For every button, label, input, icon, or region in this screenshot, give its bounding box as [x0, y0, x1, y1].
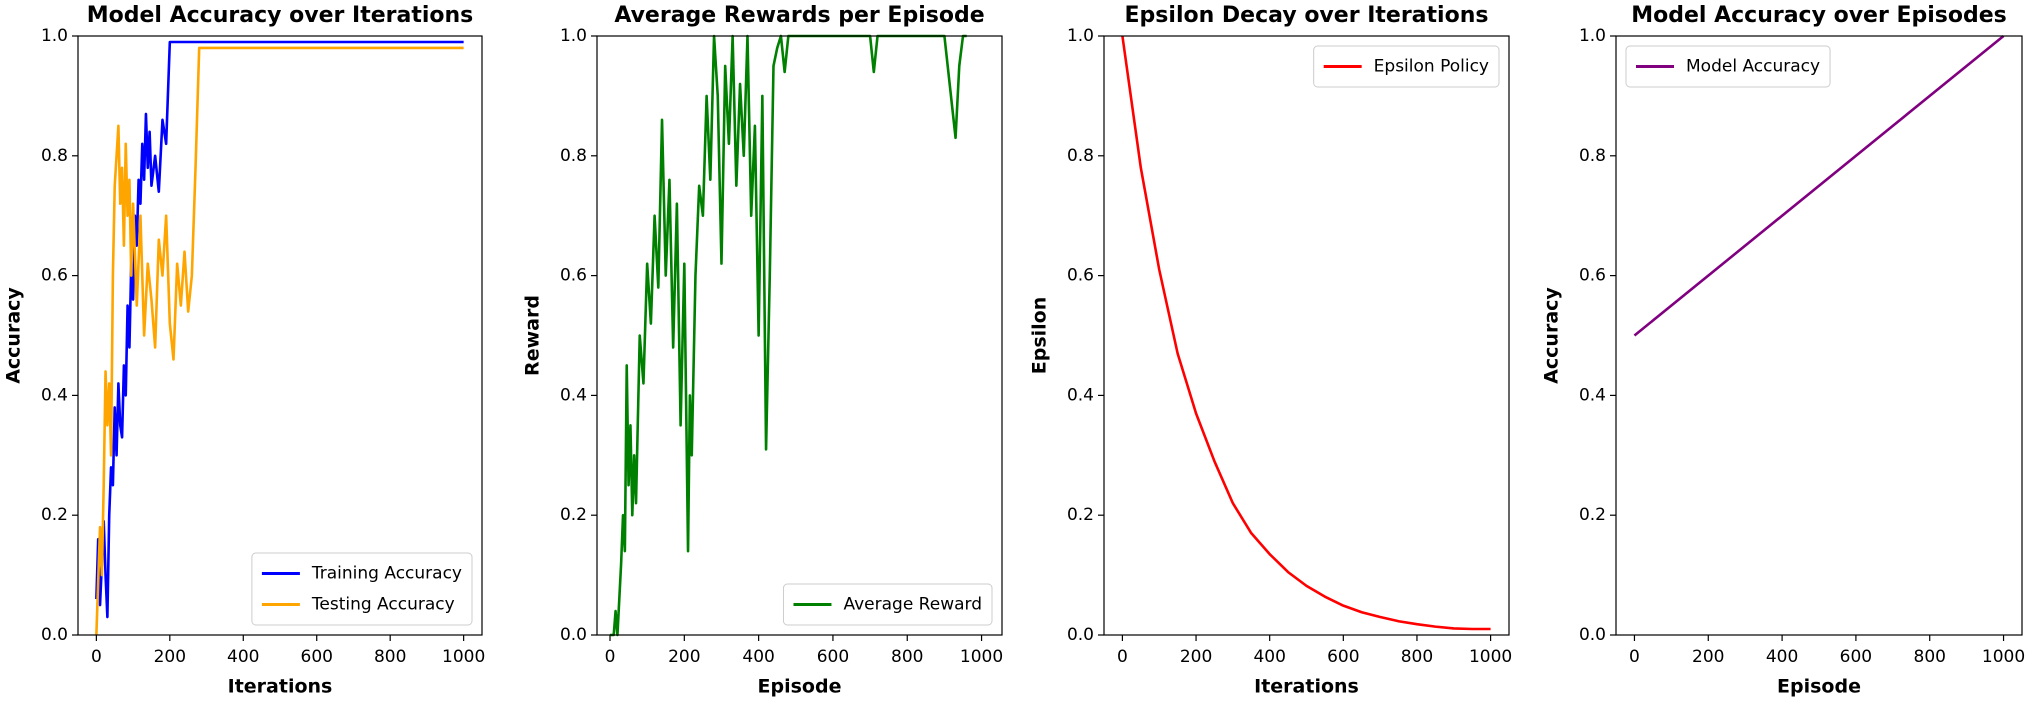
axes-frame — [1615, 35, 2023, 636]
y-tick-label: 0.4 — [560, 385, 587, 405]
legend-label: Average Reward — [843, 595, 982, 615]
y-tick-label: 0.6 — [1579, 266, 1606, 286]
y-tick-label: 0.4 — [1579, 385, 1606, 405]
legend-label: Model Accuracy — [1686, 57, 1820, 77]
x-tick-label: 800 — [1914, 647, 1946, 667]
legend-frame — [251, 552, 473, 626]
x-tick-label: 0 — [1117, 647, 1128, 667]
y-tick-label: 0.4 — [1067, 385, 1094, 405]
y-tick-label: 0.2 — [41, 505, 68, 525]
legend-label: Epsilon Policy — [1374, 57, 1489, 77]
chart-title: Average Rewards per Episode — [614, 3, 984, 28]
legend: Training Accuracy Testing Accuracy — [251, 552, 473, 626]
series-line — [1121, 35, 1491, 631]
y-tick-label: 1.0 — [1067, 26, 1094, 46]
x-tick-label: 600 — [301, 647, 333, 667]
y-tick-label: 0.6 — [1067, 266, 1094, 286]
y-tick-label: 0.6 — [41, 266, 68, 286]
x-axis-label: Episode — [1777, 676, 1861, 698]
y-axis-label: Accuracy — [3, 287, 25, 384]
chart-title: Model Accuracy over Iterations — [87, 3, 474, 28]
y-tick-label: 1.0 — [41, 26, 68, 46]
legend: Model Accuracy — [1625, 45, 1831, 88]
legend-label: Training Accuracy — [311, 564, 462, 584]
chart-title: Model Accuracy over Episodes — [1631, 3, 2007, 28]
axes-frame — [1103, 35, 1510, 636]
series-line — [95, 46, 464, 636]
x-tick-label: 0 — [1629, 647, 1640, 667]
x-tick-label: 600 — [817, 647, 849, 667]
x-tick-label: 0 — [605, 647, 616, 667]
y-tick-label: 0.0 — [560, 625, 587, 645]
legend-frame — [782, 583, 993, 626]
x-tick-label: 400 — [1253, 647, 1285, 667]
chart-title: Epsilon Decay over Iterations — [1125, 3, 1489, 28]
legend: Epsilon Policy — [1313, 45, 1500, 88]
y-tick-label: 0.0 — [41, 625, 68, 645]
axes-frame — [77, 35, 483, 636]
x-tick-label: 800 — [374, 647, 406, 667]
y-tick-label: 1.0 — [1579, 26, 1606, 46]
y-tick-label: 0.8 — [1067, 146, 1094, 166]
legend-frame — [1625, 45, 1831, 88]
x-tick-label: 200 — [668, 647, 700, 667]
series-line — [1633, 34, 2005, 337]
y-axis-label: Epsilon — [1029, 297, 1051, 375]
axes-frame — [596, 35, 1003, 636]
x-axis-label: Iterations — [1254, 676, 1359, 698]
x-tick-label: 400 — [742, 647, 774, 667]
x-tick-label: 200 — [1180, 647, 1212, 667]
y-tick-label: 0.2 — [560, 505, 587, 525]
y-tick-label: 0.8 — [41, 146, 68, 166]
x-tick-label: 1000 — [1469, 647, 1512, 667]
y-tick-label: 0.6 — [560, 266, 587, 286]
x-tick-label: 400 — [227, 647, 259, 667]
series-line — [610, 34, 967, 637]
y-tick-label: 0.2 — [1067, 505, 1094, 525]
x-tick-label: 600 — [1327, 647, 1359, 667]
x-tick-label: 200 — [154, 647, 186, 667]
x-tick-label: 1000 — [1982, 647, 2025, 667]
legend-frame — [1313, 45, 1500, 88]
y-tick-label: 0.0 — [1579, 625, 1606, 645]
y-tick-label: 0.0 — [1067, 625, 1094, 645]
x-tick-label: 400 — [1766, 647, 1798, 667]
x-axis-label: Episode — [758, 676, 842, 698]
y-tick-label: 0.8 — [560, 146, 587, 166]
x-tick-label: 1000 — [960, 647, 1003, 667]
y-axis-label: Accuracy — [1541, 287, 1563, 384]
x-tick-label: 1000 — [442, 647, 485, 667]
x-tick-label: 800 — [1401, 647, 1433, 667]
x-tick-label: 200 — [1692, 647, 1724, 667]
series-line — [95, 40, 464, 619]
x-axis-label: Iterations — [228, 676, 333, 698]
y-axis-label: Reward — [522, 295, 544, 376]
legend-label: Testing Accuracy — [311, 595, 455, 615]
y-tick-label: 0.8 — [1579, 146, 1606, 166]
x-tick-label: 0 — [91, 647, 102, 667]
y-tick-label: 0.2 — [1579, 505, 1606, 525]
x-tick-label: 600 — [1840, 647, 1872, 667]
y-tick-label: 1.0 — [560, 26, 587, 46]
legend: Average Reward — [782, 583, 993, 626]
y-tick-label: 0.4 — [41, 385, 68, 405]
x-tick-label: 800 — [891, 647, 923, 667]
